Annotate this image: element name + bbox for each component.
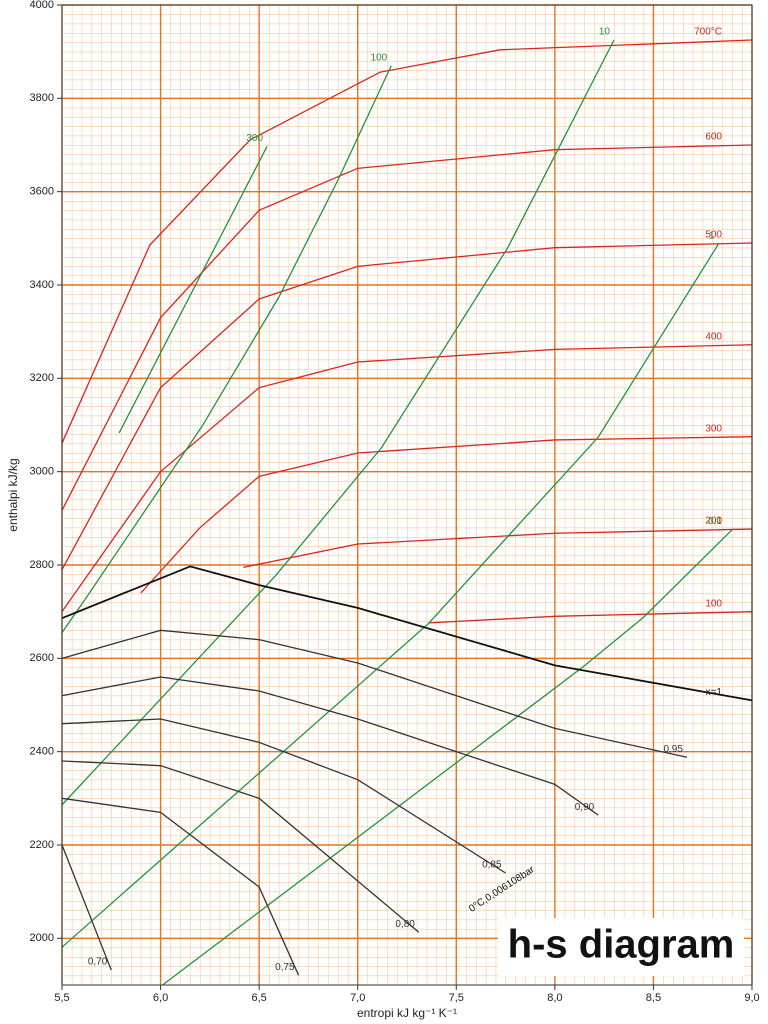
x-tick-label: 5,5: [54, 992, 69, 1004]
curve-label: 1: [709, 231, 715, 242]
curve-label: 100: [705, 598, 722, 609]
curve: [162, 529, 733, 986]
curve: [61, 243, 720, 948]
y-tick-label: 4000: [30, 0, 54, 11]
x-tick-label: 7,0: [350, 992, 365, 1004]
y-tick-label: 2200: [30, 839, 54, 851]
y-axis-label: enthalpi kJ/kg: [6, 458, 20, 531]
y-tick-label: 3000: [30, 466, 54, 478]
curve: [61, 344, 753, 613]
curve-label: 10: [599, 27, 611, 38]
curve: [61, 629, 688, 758]
curve: [61, 65, 392, 634]
curve-label: x=1: [706, 687, 723, 698]
y-tick-label: 2600: [30, 652, 54, 664]
curve-label: 100: [371, 52, 388, 63]
curve: [61, 144, 753, 511]
curve-label: 200: [705, 516, 722, 527]
y-tick-label: 3800: [30, 92, 54, 104]
curve: [61, 797, 300, 976]
curve-label: 700°C: [694, 27, 722, 38]
curve-label: 0,75: [275, 962, 295, 973]
curve: [61, 39, 753, 444]
y-tick-label: 2000: [30, 932, 54, 944]
curve-label: 0,1: [708, 516, 722, 527]
curve-label: 0,80: [395, 919, 415, 930]
curve: [118, 146, 268, 434]
curve: [140, 436, 753, 594]
curve: [61, 844, 112, 971]
curve-label: 0,70: [88, 957, 108, 968]
curve-label: 0,95: [663, 744, 683, 755]
curve: [61, 242, 753, 570]
x-tick-label: 6,0: [153, 992, 168, 1004]
curve-label: 300: [246, 133, 263, 144]
curve-label: 0,85: [482, 860, 502, 871]
curve-label: 500: [705, 230, 722, 241]
x-tick-label: 7,5: [449, 992, 464, 1004]
x-tick-label: 9,0: [744, 992, 759, 1004]
minor-grid: [62, 5, 752, 985]
curve: [61, 760, 420, 933]
x-tick-label: 8,5: [646, 992, 661, 1004]
y-tick-label: 2400: [30, 746, 54, 758]
chart-title: h-s diagram: [508, 923, 735, 967]
curve-label: 600: [705, 132, 722, 143]
curve: [61, 676, 599, 816]
plot-frame: [61, 4, 753, 986]
curve-label: 300: [705, 423, 722, 434]
title-box: [498, 918, 744, 976]
curve-label: 0,90: [575, 802, 595, 813]
curve: [428, 611, 753, 624]
curve-label: 400: [705, 331, 722, 342]
y-tick-label: 3400: [30, 279, 54, 291]
curve: [61, 565, 753, 702]
x-tick-label: 8,0: [547, 992, 562, 1004]
curve: [243, 528, 753, 568]
y-tick-label: 2800: [30, 559, 54, 571]
x-axis-label: entropi kJ kg⁻¹ K⁻¹: [357, 1006, 457, 1020]
x-tick-label: 6,5: [251, 992, 266, 1004]
curve: [61, 39, 615, 806]
y-tick-label: 3600: [30, 186, 54, 198]
curve: [61, 718, 506, 874]
y-tick-label: 3200: [30, 372, 54, 384]
